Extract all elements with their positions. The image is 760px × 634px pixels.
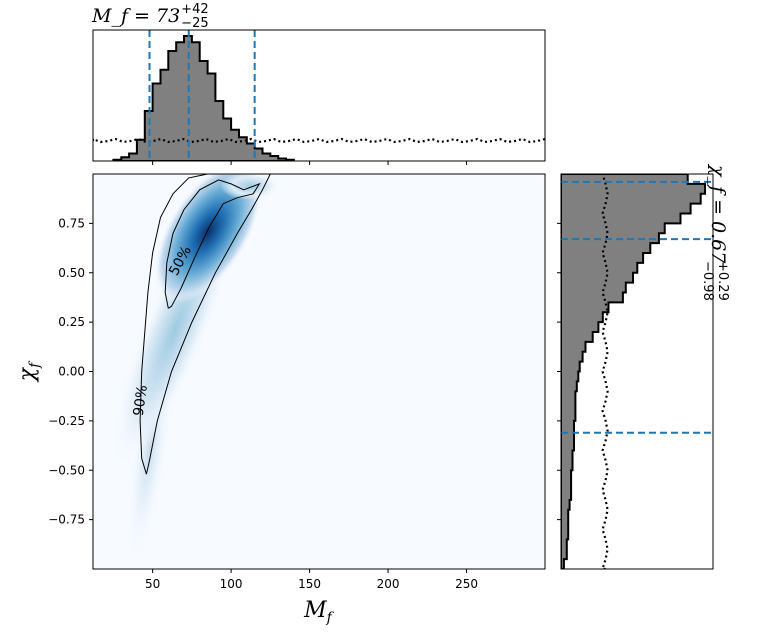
mass-upper-error: +42: [181, 2, 208, 17]
spin-title: χ_f = 0.67 +0.29 −0.98: [700, 163, 730, 301]
top-panel-frame: [92, 29, 546, 162]
joint-density-panel: 50%90% 50 100 150 200 250 −0.75−0.50−0.250.0…: [15, 173, 546, 626]
spin-histogram: [561, 174, 713, 569]
y-tick-label: −0.25: [48, 414, 85, 428]
mass-posterior-histogram: [112, 35, 295, 161]
x-axis-label: Mf: [303, 598, 335, 626]
density-ridge: [220, 174, 280, 200]
x-tick-label: 150: [298, 577, 321, 591]
x-tick-label: 250: [455, 577, 478, 591]
y-axis-ticks: −0.75 −0.50 −0.25 0.00 0.25 0.50 0.75: [48, 216, 93, 527]
y-tick-label: 0.50: [58, 266, 85, 280]
contour-50pct: [164, 179, 261, 309]
y-tick-label: 0.25: [58, 315, 85, 329]
contour-90pct: [139, 174, 271, 475]
mass-title: M_f = 73: [91, 5, 180, 27]
mass-histogram: [93, 30, 545, 161]
spin-prior-histogram: [601, 174, 609, 569]
y-tick-label: 0.75: [58, 216, 85, 230]
x-tick-label: 100: [220, 577, 243, 591]
y-tick-label: −0.75: [48, 513, 85, 527]
x-axis-ticks: 50 100 150 200 250: [145, 569, 478, 591]
right-panel-ticks: [557, 222, 561, 521]
spin-posterior-histogram: [561, 174, 706, 569]
y-tick-label: −0.50: [48, 463, 85, 477]
y-axis-label: χf: [15, 360, 43, 383]
x-tick-label: 200: [377, 577, 400, 591]
density-heatmap: [111, 174, 280, 569]
contour-label-90pct: 90%: [131, 384, 151, 417]
svg-text:χ_f = 0.67: χ_f = 0.67: [707, 163, 729, 264]
spin-upper-error: +0.29: [715, 261, 730, 301]
mass-lower-error: −25: [181, 16, 208, 31]
x-tick-label: 50: [145, 577, 160, 591]
contour-lines: [139, 174, 271, 475]
top-panel-ticks: [152, 161, 468, 165]
y-tick-label: 0.00: [58, 365, 85, 379]
mass-marginal-panel: M_f = 73 +42 −25: [91, 2, 546, 165]
spin-marginal-panel: χ_f = 0.67 +0.29 −0.98: [557, 163, 730, 570]
spin-lower-error: −0.98: [700, 261, 715, 301]
